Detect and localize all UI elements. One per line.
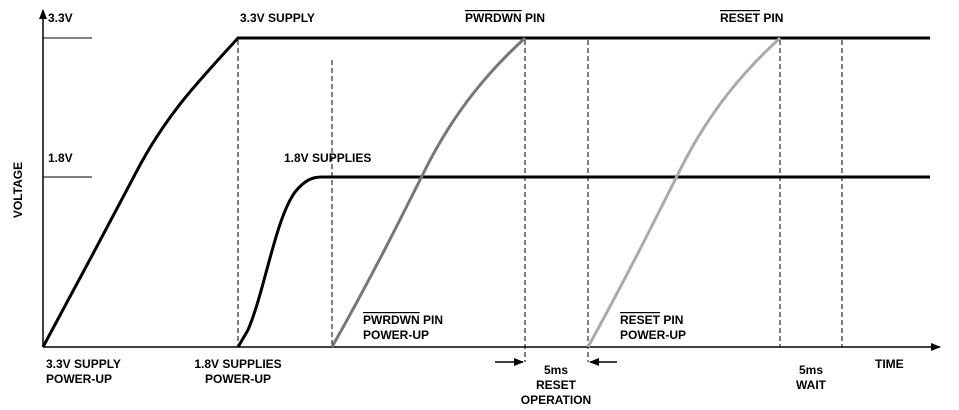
interval-label: OPERATION bbox=[521, 393, 591, 407]
label-part: PIN bbox=[760, 11, 783, 25]
curve-1v8 bbox=[236, 175, 930, 348]
event-label: PWRDWN PIN bbox=[363, 313, 443, 327]
label-part: PIN bbox=[420, 313, 443, 327]
interval-label: 5ms bbox=[799, 363, 823, 377]
interval-label: WAIT bbox=[796, 378, 827, 392]
label-part: PWRDWN bbox=[465, 11, 522, 25]
curve-label: RESET PIN bbox=[720, 11, 783, 25]
level-label: 3.3V bbox=[48, 11, 73, 25]
curve-3v3 bbox=[41, 36, 930, 348]
event-label: 1.8V SUPPLIES bbox=[194, 357, 281, 371]
label-part: RESET bbox=[720, 11, 761, 25]
event-label: POWER-UP bbox=[363, 328, 429, 342]
event-label: RESET PIN bbox=[620, 313, 683, 327]
label-part: PIN bbox=[660, 313, 683, 327]
dashed-markers bbox=[237, 40, 843, 362]
curve-reset bbox=[586, 36, 782, 348]
label-part: PWRDWN bbox=[363, 313, 420, 327]
label-part: RESET bbox=[620, 313, 661, 327]
event-label: 3.3V SUPPLY bbox=[46, 357, 121, 371]
curve-pwrdwn bbox=[330, 36, 527, 348]
label-part: PIN bbox=[522, 11, 545, 25]
curve-label: PWRDWN PIN bbox=[465, 11, 545, 25]
interval-label: 5ms bbox=[544, 363, 568, 377]
curve-label: 1.8V SUPPLIES bbox=[284, 151, 371, 165]
event-label: POWER-UP bbox=[205, 372, 271, 386]
event-label: POWER-UP bbox=[46, 372, 112, 386]
x-axis-label: TIME bbox=[875, 357, 904, 371]
event-label: POWER-UP bbox=[620, 328, 686, 342]
curve-label: 3.3V SUPPLY bbox=[240, 11, 315, 25]
interval-label: RESET bbox=[536, 378, 577, 392]
level-label: 1.8V bbox=[48, 151, 73, 165]
y-axis-label: VOLTAGE bbox=[11, 162, 25, 218]
